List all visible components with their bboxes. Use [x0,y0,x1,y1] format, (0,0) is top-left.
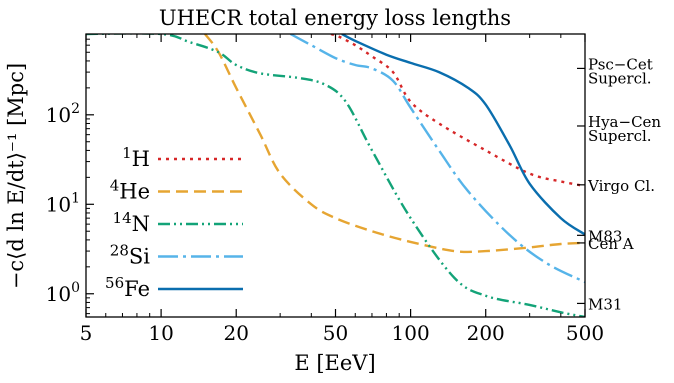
reference-label: Virgo Cl. [587,177,655,195]
x-tick-label: 5 [80,321,93,345]
reference-label: Cen A [588,235,634,253]
series-line-h [330,34,585,188]
plot-frame [85,33,586,318]
x-tick-label: 50 [323,321,348,345]
reference-label: M31 [588,295,622,313]
legend-label-h: 1H [122,144,150,171]
tick-layer: 5 10 20 50 100 200 500 100 101 102 [46,34,604,345]
series-line-he [204,34,585,254]
legend-label-n: 14N [113,209,150,236]
reference-label-line2: Supercl. [588,69,652,87]
x-tick-label: 500 [566,321,604,345]
y-tick-label: 100 [46,280,80,306]
x-axis-label: E [EeV] [294,351,375,375]
legend-label-fe: 56Fe [105,274,150,301]
y-tick-label: 102 [46,101,80,127]
y-axis-label: −c⟨d ln E/dt⟩⁻¹ [Mpc] [4,63,28,289]
x-tick-label: 100 [392,321,430,345]
x-tick-label: 20 [223,321,248,345]
reference-label: M83 [588,227,622,245]
series-layer [86,34,585,317]
chart-title: UHECR total energy loss lengths [159,6,511,30]
series-line-n [86,34,585,317]
series-line-si [289,34,585,284]
legend-label-si: 28Si [110,242,150,269]
series-line-fe [341,34,585,236]
x-tick-label: 10 [148,321,173,345]
reference-label-line2: Supercl. [588,127,652,145]
legend-label-he: 4He [110,177,150,204]
y-tick-label: 101 [46,190,80,216]
reference-label: Psc−Cet [588,55,653,73]
x-tick-label: 200 [467,321,505,345]
reference-label: Hya−Cen [588,113,661,131]
legend: 1H 4He 14N 28Si 56Fe [105,144,243,301]
